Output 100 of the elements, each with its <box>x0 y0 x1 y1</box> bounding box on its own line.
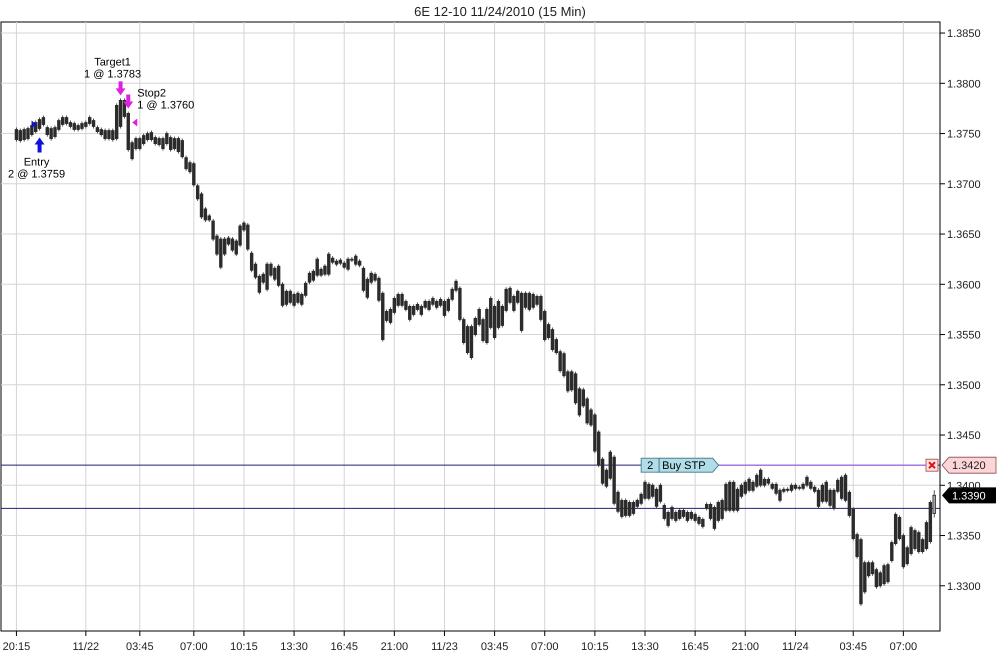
candlestick <box>747 476 751 493</box>
candlestick <box>427 298 431 312</box>
x-tick-label: 03:45 <box>126 641 154 653</box>
candlestick <box>686 510 690 523</box>
candlestick <box>100 127 103 137</box>
candlestick <box>142 133 146 146</box>
candlestick <box>816 488 820 509</box>
candlestick <box>296 290 300 305</box>
x-tick-label: 21:00 <box>731 641 760 653</box>
candlestick <box>26 126 30 141</box>
candlestick <box>292 292 296 308</box>
x-tick-label: 03:45 <box>839 641 867 653</box>
candlestick <box>400 292 404 308</box>
candlestick <box>42 115 46 127</box>
candlestick <box>531 292 535 310</box>
candlestick <box>647 482 651 501</box>
candlestick <box>824 480 828 504</box>
candlestick <box>712 504 716 531</box>
candlestick <box>520 290 524 333</box>
candlestick <box>690 510 693 521</box>
candlestick <box>913 528 917 552</box>
y-tick-label: 1.3350 <box>947 530 981 543</box>
x-tick-label: 07:00 <box>530 641 558 653</box>
candlestick <box>794 482 798 491</box>
chart-title: 6E 12-10 11/24/2010 (15 Min) <box>414 4 586 19</box>
candlestick <box>192 161 196 188</box>
candlestick <box>168 135 172 152</box>
candlestick <box>697 515 701 526</box>
x-tick-label: 11/23 <box>431 641 458 653</box>
candlestick <box>246 222 250 252</box>
candlestick <box>265 262 269 292</box>
x-tick-label: 07:00 <box>180 641 208 653</box>
candlestick <box>693 512 697 523</box>
candlestick <box>882 563 886 586</box>
y-tick-label: 1.3800 <box>947 78 981 90</box>
x-tick-label: 16:45 <box>330 641 358 653</box>
candlestick <box>46 125 49 137</box>
candlestick <box>172 136 176 152</box>
candlestick <box>38 117 42 131</box>
candlestick <box>80 121 84 131</box>
candlestick <box>14 127 18 142</box>
x-tick-label: 13:30 <box>631 641 659 653</box>
candlestick <box>18 128 22 143</box>
candlestick <box>107 128 111 141</box>
x-tick-label: 16:45 <box>681 641 709 653</box>
candlestick <box>528 290 532 312</box>
x-tick-label: 11/22 <box>72 641 100 653</box>
y-tick-label: 1.3300 <box>947 580 981 593</box>
candlestick <box>632 500 636 516</box>
candlestick <box>288 288 292 305</box>
candlestick <box>219 236 223 270</box>
candlestick <box>805 474 809 488</box>
candlestick <box>408 304 412 322</box>
candlestick <box>334 258 338 267</box>
candlestick <box>88 115 92 126</box>
candlestick <box>744 480 747 496</box>
candlestick <box>435 298 438 310</box>
candlestick <box>917 530 920 554</box>
y-tick-label: 1.3550 <box>947 330 981 342</box>
candlestick <box>342 260 346 270</box>
candlestick <box>732 480 736 513</box>
candlestick <box>176 136 180 154</box>
candlestick <box>628 500 632 518</box>
candlestick <box>346 256 350 272</box>
candlestick <box>701 517 705 529</box>
candlestick <box>678 508 682 521</box>
x-tick-label: 11/24 <box>782 641 809 653</box>
annotation: Entry 2 @ 1.3759 <box>8 156 66 181</box>
candlestick <box>442 298 446 318</box>
candlestick <box>886 562 890 584</box>
annotation: Stop2 1 @ 1.3760 <box>137 87 194 112</box>
y-tick-label: 1.3650 <box>947 229 981 242</box>
y-tick-label: 1.3500 <box>947 380 981 392</box>
candlestick <box>230 236 234 253</box>
candlestick <box>682 508 686 519</box>
candlestick <box>76 123 80 132</box>
candlestick <box>790 482 794 493</box>
x-tick-label: 20:15 <box>2 641 30 653</box>
ref-line-label: 1.3420 <box>952 460 986 472</box>
y-tick-label: 1.3850 <box>947 28 981 40</box>
candlestick <box>103 128 107 141</box>
candlestick <box>798 484 801 491</box>
x-tick-label: 10:15 <box>230 641 258 653</box>
y-tick-label: 1.3750 <box>947 128 981 141</box>
y-tick-label: 1.3450 <box>947 430 981 442</box>
x-tick-label: 21:00 <box>380 641 408 653</box>
candlestick <box>420 304 424 317</box>
x-tick-label: 10:15 <box>581 641 609 653</box>
y-tick-label: 1.3700 <box>947 178 981 191</box>
candlestick <box>157 136 161 148</box>
candlestick <box>786 486 790 493</box>
candlestick <box>49 126 53 141</box>
candlestick <box>150 130 154 142</box>
candlestick <box>624 498 628 518</box>
x-tick-label: 07:00 <box>890 641 918 653</box>
x-tick-label: 03:45 <box>480 641 508 653</box>
candlestick <box>840 474 844 501</box>
candlestick <box>72 121 76 132</box>
candlestick <box>354 254 358 267</box>
candlestick <box>327 252 330 277</box>
